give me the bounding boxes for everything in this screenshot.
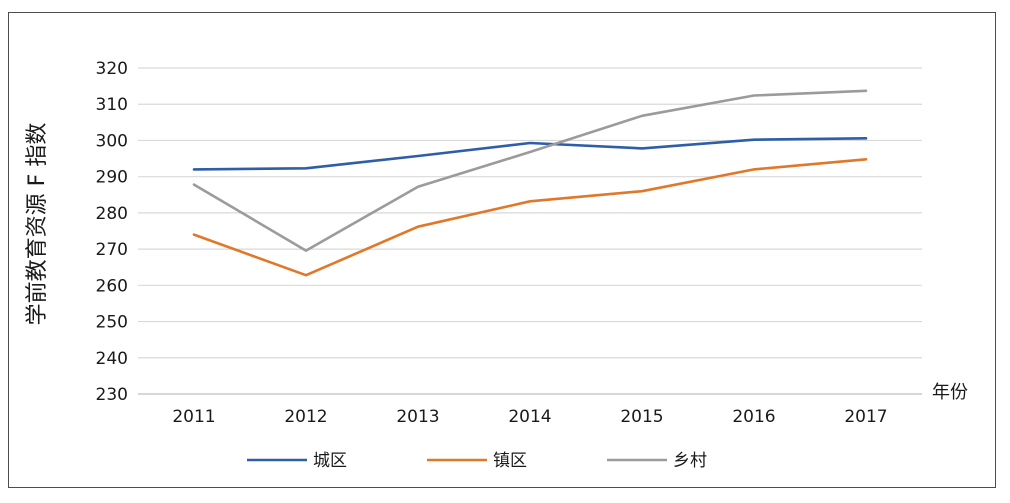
x-tick-2013: 2013 <box>396 407 439 427</box>
y-tick-labels: 230 240 250 260 270 280 290 300 310 320 <box>96 59 128 405</box>
y-tick-290: 290 <box>96 168 128 188</box>
y-tick-260: 260 <box>96 276 128 296</box>
y-tick-230: 230 <box>96 385 128 405</box>
series-lines <box>192 89 868 277</box>
gridlines <box>138 67 922 395</box>
x-tick-labels: 2011 2012 2013 2014 2015 2016 2017 <box>172 407 887 427</box>
x-tick-2015: 2015 <box>620 407 663 427</box>
y-tick-320: 320 <box>96 59 128 79</box>
legend: 城区 镇区 乡村 <box>247 451 707 471</box>
y-tick-310: 310 <box>96 95 128 115</box>
legend-label-2: 乡村 <box>673 451 707 471</box>
x-tick-2014: 2014 <box>508 407 551 427</box>
y-tick-250: 250 <box>96 313 128 333</box>
y-tick-300: 300 <box>96 131 128 151</box>
y-tick-240: 240 <box>96 349 128 369</box>
series-line-0 <box>192 137 868 171</box>
y-tick-280: 280 <box>96 204 128 224</box>
x-tick-2012: 2012 <box>284 407 327 427</box>
legend-label-1: 镇区 <box>493 451 527 471</box>
chart-frame: 230 240 250 260 270 280 290 300 310 320 2011 2012 2… <box>8 12 996 488</box>
x-tick-2017: 2017 <box>844 407 887 427</box>
series-line-1 <box>192 158 868 277</box>
x-tick-2011: 2011 <box>172 407 215 427</box>
x-tick-2016: 2016 <box>732 407 775 427</box>
legend-label-0: 城区 <box>313 451 347 471</box>
x-axis-title: 年份 <box>932 382 968 403</box>
y-tick-270: 270 <box>96 240 128 260</box>
y-axis-title: 学前教育资源 F 指数 <box>25 123 50 326</box>
series-line-2 <box>192 89 868 252</box>
